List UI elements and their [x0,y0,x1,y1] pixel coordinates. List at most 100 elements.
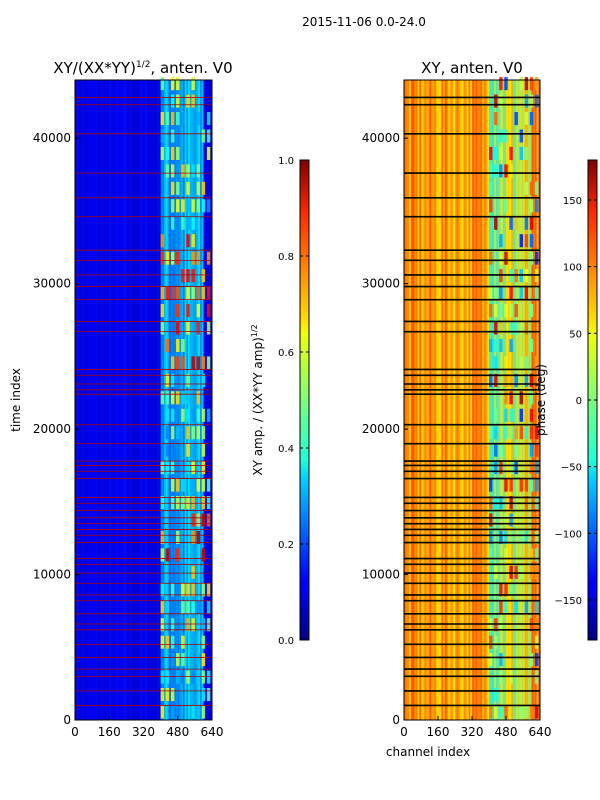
amplitude-channel-column [164,80,167,720]
amplitude-data-cell [170,653,175,667]
amplitude-data-cell [196,705,201,719]
amplitude-data-cell [160,583,165,597]
phase-channel-column [490,80,493,720]
amplitude-channel-column [124,80,127,720]
phase-y-tick-label: 10000 [362,568,400,582]
phase-channel-column [516,80,519,720]
phase-channel-column [419,80,422,720]
phase-channel-column [453,80,456,720]
amplitude-data-cell [201,461,206,475]
amplitude-data-cell [165,391,170,405]
amplitude-channel-column [136,80,139,720]
phase-data-cell [524,216,529,230]
phase-data-cell [504,530,508,544]
phase-data-cell [529,391,534,405]
amplitude-data-cell [160,600,165,614]
amplitude-channel-column [85,80,88,720]
amplitude-data-cell [176,426,180,440]
amplitude-data-cell [206,408,211,422]
amplitude-channel-column [193,80,196,720]
phase-x-axis-label: channel index [386,745,470,759]
amplitude-data-cell [181,600,185,614]
amplitude-data-cell [160,391,165,405]
phase-channel-column [526,80,529,720]
amplitude-data-cell [186,321,190,335]
amplitude-data-cell [176,112,180,126]
amplitude-data-cell [170,478,175,492]
amplitude-data-cell [176,548,180,562]
amplitude-data-cell [196,478,201,492]
amplitude-data-cell [196,426,201,440]
amplitude-channel-column [140,80,143,720]
phase-data-cell [504,373,508,387]
amplitude-data-cell [186,234,190,248]
amplitude-data-cell [196,286,201,300]
phase-data-cell [494,461,498,475]
phase-data-cell [534,461,539,475]
amplitude-y-tick-label: 40000 [33,131,71,145]
phase-data-cell [514,321,518,335]
phase-x-tick-label: 320 [461,725,484,739]
phase-data-cell [489,286,493,300]
phase-colorbar-tick-label: 150 [563,196,582,207]
amplitude-data-cell [191,478,195,492]
phase-data-cell [509,513,513,527]
amplitude-channel-column [150,80,153,720]
amplitude-data-cell [176,653,180,667]
phase-data-cell [509,461,513,475]
phase-channel-column [448,80,451,720]
amplitude-x-tick-label: 320 [132,725,155,739]
amplitude-data-cell [181,269,185,283]
phase-data-cell [504,583,508,597]
phase-data-cell [529,216,534,230]
phase-data-cell [504,356,508,370]
amplitude-data-cell [181,653,185,667]
phase-data-cell [494,94,498,108]
amplitude-channel-column [152,80,155,720]
phase-channel-column [492,80,495,720]
amplitude-data-cell [186,164,190,178]
amplitude-data-cell [176,286,180,300]
phase-channel-column [449,80,452,720]
phase-channel-column [424,80,427,720]
phase-data-cell [504,77,508,91]
phase-channel-column [524,80,527,720]
phase-channel-column [468,80,471,720]
amplitude-data-cell [165,164,170,178]
phase-data-cell [529,443,534,457]
amplitude-data-cell [191,94,195,108]
phase-channel-column [441,80,444,720]
phase-data-cell [519,286,523,300]
amplitude-data-cell [160,129,165,143]
phase-x-tick-label: 640 [529,725,552,739]
phase-channel-column [444,80,447,720]
amplitude-data-cell [165,670,170,684]
amplitude-channel-column [194,80,197,720]
amplitude-data-cell [170,356,175,370]
amplitude-data-cell [170,408,175,422]
phase-data-cell [509,216,513,230]
amplitude-colorbar-tick-label: 0.6 [278,348,294,359]
phase-data-cell [524,181,529,195]
amplitude-colorbar-tick-label: 0.8 [278,252,294,263]
phase-data-cell [489,164,493,178]
phase-data-cell [494,688,498,702]
phase-data-cell [529,548,534,562]
amplitude-data-cell [160,548,165,562]
amplitude-y-tick-label: 0 [63,713,71,727]
phase-panel: XY, anten. V0 0 160 320 480 640 0 10000 20000 30… [362,59,552,759]
amplitude-data-cell [206,199,211,213]
phase-data-cell [489,635,493,649]
phase-channel-column [458,80,461,720]
phase-data-cell [494,164,498,178]
phase-channel-column [436,80,439,720]
phase-y-tick-label: 20000 [362,422,400,436]
amplitude-data-cell [196,600,201,614]
amplitude-data-cell [170,391,175,405]
phase-data-cell [494,321,498,335]
amplitude-data-cell [176,391,180,405]
amplitude-channel-column [102,80,105,720]
amplitude-channel-column [92,80,95,720]
phase-channel-column [466,80,469,720]
amplitude-data-cell [191,408,195,422]
